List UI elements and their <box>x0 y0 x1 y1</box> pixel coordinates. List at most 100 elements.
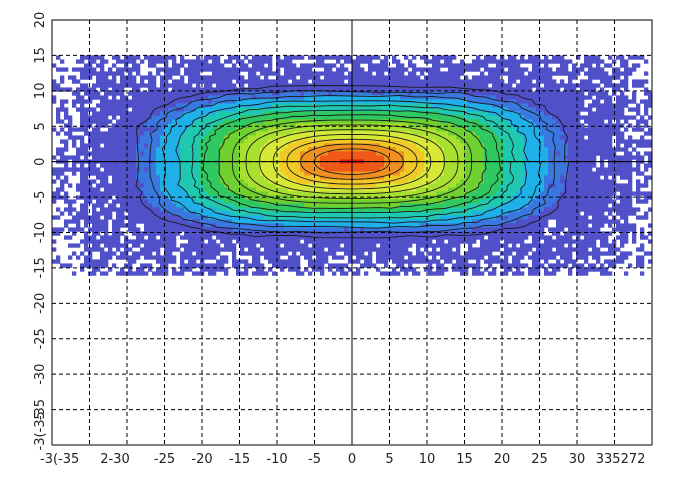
density-cell <box>404 103 409 108</box>
density-cell <box>256 167 261 172</box>
density-cell <box>572 91 577 96</box>
density-cell <box>636 187 641 192</box>
density-cell <box>236 79 241 84</box>
density-cell <box>180 123 185 128</box>
density-cell <box>84 111 89 116</box>
density-cell <box>168 195 173 200</box>
density-cell <box>324 183 329 188</box>
density-cell <box>608 127 613 132</box>
density-cell <box>344 187 349 192</box>
density-cell <box>472 67 477 72</box>
density-cell <box>316 135 321 140</box>
density-cell <box>384 175 389 180</box>
density-cell <box>120 119 125 124</box>
density-cell <box>108 103 113 108</box>
density-cell <box>592 175 597 180</box>
density-cell <box>432 99 437 104</box>
density-cell <box>224 119 229 124</box>
density-cell <box>304 179 309 184</box>
density-cell <box>188 127 193 132</box>
density-cell <box>192 151 197 156</box>
density-cell <box>360 183 365 188</box>
density-cell <box>244 55 249 60</box>
density-cell <box>292 195 297 200</box>
density-cell <box>64 167 69 172</box>
density-cell <box>128 175 133 180</box>
density-cell <box>300 71 305 76</box>
density-cell <box>284 143 289 148</box>
density-cell <box>568 155 573 160</box>
density-cell <box>288 123 293 128</box>
density-cell <box>308 191 313 196</box>
density-cell <box>412 79 417 84</box>
density-cell <box>480 91 485 96</box>
density-cell <box>252 123 257 128</box>
density-cell <box>92 55 97 60</box>
density-cell <box>396 111 401 116</box>
density-cell <box>144 115 149 120</box>
density-cell <box>560 139 565 144</box>
density-cell <box>600 167 605 172</box>
density-cell <box>568 123 573 128</box>
density-cell <box>176 183 181 188</box>
density-cell <box>560 107 565 112</box>
density-cell <box>524 199 529 204</box>
density-cell <box>616 111 621 116</box>
density-cell <box>428 115 433 120</box>
density-cell <box>556 87 561 92</box>
density-cell <box>180 87 185 92</box>
density-cell <box>440 111 445 116</box>
density-cell <box>88 55 93 60</box>
density-cell <box>264 83 269 88</box>
density-cell <box>456 199 461 204</box>
density-cell <box>164 143 169 148</box>
density-cell <box>412 87 417 92</box>
density-cell <box>116 199 121 204</box>
density-cell <box>640 191 645 196</box>
density-cell <box>160 95 165 100</box>
density-cell <box>504 71 509 76</box>
density-cell <box>596 123 601 128</box>
density-cell <box>332 111 337 116</box>
density-cell <box>144 151 149 156</box>
density-cell <box>588 131 593 136</box>
density-cell <box>520 127 525 132</box>
density-cell <box>292 143 297 148</box>
density-cell <box>188 143 193 148</box>
density-cell <box>632 83 637 88</box>
density-cell <box>496 199 501 204</box>
density-cell <box>624 87 629 92</box>
density-cell <box>96 167 101 172</box>
density-cell <box>72 163 77 168</box>
density-cell <box>232 175 237 180</box>
density-cell <box>304 199 309 204</box>
density-cell <box>180 151 185 156</box>
density-cell <box>284 163 289 168</box>
density-cell <box>556 167 561 172</box>
density-cell <box>496 79 501 84</box>
density-cell <box>224 183 229 188</box>
density-cell <box>192 119 197 124</box>
density-cell <box>596 91 601 96</box>
density-cell <box>284 175 289 180</box>
density-cell <box>216 147 221 152</box>
density-cell <box>436 87 441 92</box>
density-cell <box>256 99 261 104</box>
density-cell <box>432 183 437 188</box>
density-cell <box>168 131 173 136</box>
density-cell <box>576 127 581 132</box>
density-cell <box>488 111 493 116</box>
density-cell <box>504 175 509 180</box>
density-cell <box>356 135 361 140</box>
density-cell <box>468 175 473 180</box>
density-cell <box>344 99 349 104</box>
density-cell <box>172 95 177 100</box>
density-cell <box>432 147 437 152</box>
density-cell <box>444 167 449 172</box>
density-cell <box>516 83 521 88</box>
density-cell <box>128 167 133 172</box>
density-cell <box>508 107 513 112</box>
density-cell <box>576 167 581 172</box>
density-cell <box>400 147 405 152</box>
density-cell <box>428 71 433 76</box>
